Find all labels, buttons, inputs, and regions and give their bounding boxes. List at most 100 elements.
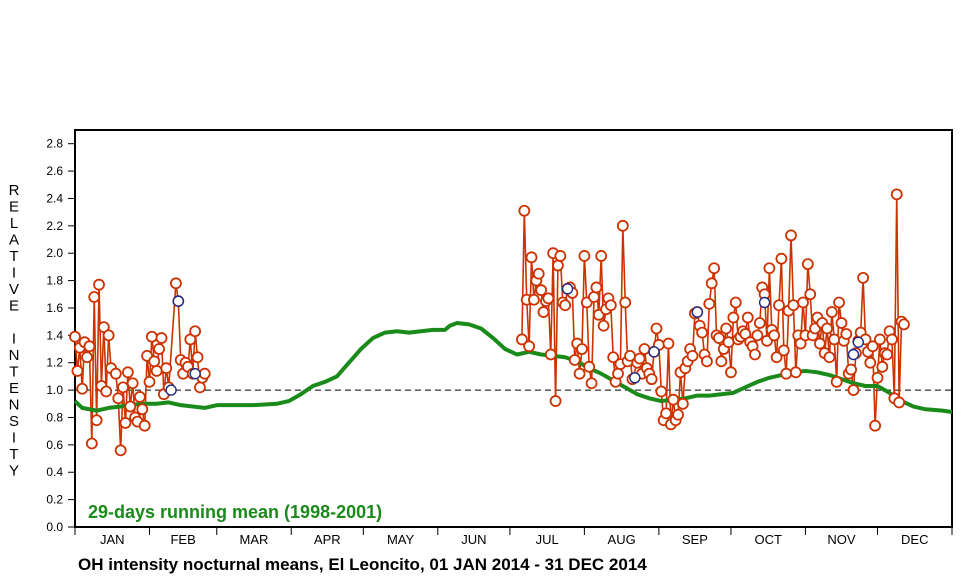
series-segment	[898, 321, 903, 403]
data-point	[170, 277, 182, 290]
data-point	[708, 262, 721, 275]
data-point	[549, 395, 562, 407]
x-tick-label: SEP	[682, 532, 708, 547]
data-point	[83, 340, 96, 353]
data-point	[532, 267, 545, 280]
nightly-mean-markers	[69, 188, 910, 457]
data-point	[588, 291, 600, 303]
data-point	[121, 366, 134, 379]
series-segment	[571, 292, 576, 361]
data-point	[537, 306, 550, 318]
y-axis: 0.0 0.2 0.4 0.6 0.8 1.0 1.2 1.4 1.6 1.8 2.0 2.2 2.4 2…	[46, 137, 75, 534]
data-point	[595, 250, 608, 262]
data-point	[198, 367, 211, 380]
y-tick-label: 0.4	[46, 465, 63, 479]
y-axis-label-letter: I	[12, 331, 16, 348]
y-tick-label: 2.0	[46, 246, 63, 260]
y-axis-label-letter: I	[12, 430, 16, 447]
data-point	[840, 328, 853, 340]
data-point	[638, 343, 651, 355]
data-point	[576, 343, 588, 355]
data-point	[881, 348, 894, 361]
data-point	[770, 351, 783, 364]
data-point	[90, 414, 103, 427]
data-point	[749, 348, 761, 361]
series-segment	[828, 312, 833, 358]
series-segment	[523, 210, 528, 300]
data-point	[715, 355, 728, 368]
data-point	[88, 291, 101, 303]
data-point	[722, 336, 735, 349]
data-point	[741, 311, 754, 324]
y-tick-label: 0.2	[46, 493, 63, 507]
data-point	[727, 311, 740, 324]
data-point-open	[847, 348, 860, 361]
y-tick-label: 2.6	[46, 164, 63, 178]
data-point	[830, 375, 843, 388]
data-point	[645, 373, 658, 386]
data-point	[869, 419, 882, 432]
data-point	[616, 219, 629, 232]
data-point	[535, 284, 548, 297]
data-point	[117, 381, 129, 394]
y-axis-label-letter: Y	[9, 463, 19, 480]
data-point	[619, 296, 632, 309]
data-point	[813, 337, 826, 350]
data-point	[554, 250, 567, 262]
x-tick-label: FEB	[170, 532, 195, 547]
data-point-open	[629, 372, 641, 384]
data-point	[102, 329, 115, 342]
legend-running-mean: 29-days running mean (1998-2001)	[88, 502, 382, 522]
data-point	[777, 344, 790, 357]
data-point	[100, 385, 113, 398]
data-point	[114, 444, 127, 457]
running-mean-line	[73, 321, 953, 414]
series-segment	[768, 268, 773, 330]
data-point	[804, 288, 817, 301]
data-point	[633, 352, 646, 365]
data-point	[886, 333, 898, 346]
data-point	[516, 333, 528, 346]
series-segment	[787, 235, 792, 311]
data-point-open	[691, 306, 704, 318]
y-tick-label: 0.0	[46, 520, 63, 534]
data-point	[191, 351, 204, 364]
y-tick-label: 2.8	[46, 137, 63, 151]
data-point	[751, 329, 764, 342]
data-point	[590, 281, 603, 294]
y-axis-label-letter: E	[9, 380, 19, 397]
data-point-open	[172, 295, 185, 307]
data-point	[847, 384, 860, 397]
series-segment	[105, 335, 110, 392]
data-point	[155, 332, 168, 344]
data-point	[607, 351, 620, 364]
data-point	[126, 377, 139, 390]
data-point	[523, 340, 536, 353]
y-tick-label: 1.2	[46, 356, 63, 370]
data-point	[828, 333, 841, 346]
series-segment	[585, 302, 590, 367]
data-point	[119, 417, 132, 429]
y-tick-label: 0.6	[46, 438, 63, 452]
data-point	[823, 351, 836, 364]
y-axis-label-letter: I	[12, 265, 16, 282]
data-point	[898, 318, 910, 331]
data-point	[559, 299, 572, 312]
data-point	[194, 381, 206, 394]
data-point	[544, 348, 557, 361]
data-point	[124, 400, 137, 413]
series-segment	[785, 310, 790, 374]
data-point	[825, 306, 838, 318]
x-axis: JAN FEB MAR APR MAY JUN JUL AUG SEP OCT NOV DEC	[74, 527, 953, 547]
y-tick-label: 1.0	[46, 383, 63, 397]
data-point	[145, 330, 158, 343]
y-axis-label-letter: R	[9, 182, 20, 199]
data-point	[148, 355, 161, 368]
data-point	[845, 363, 857, 376]
data-point	[150, 365, 163, 377]
data-point-open	[561, 283, 574, 295]
data-point	[518, 204, 531, 217]
y-axis-label-letter: N	[9, 347, 20, 364]
data-point	[763, 262, 776, 275]
